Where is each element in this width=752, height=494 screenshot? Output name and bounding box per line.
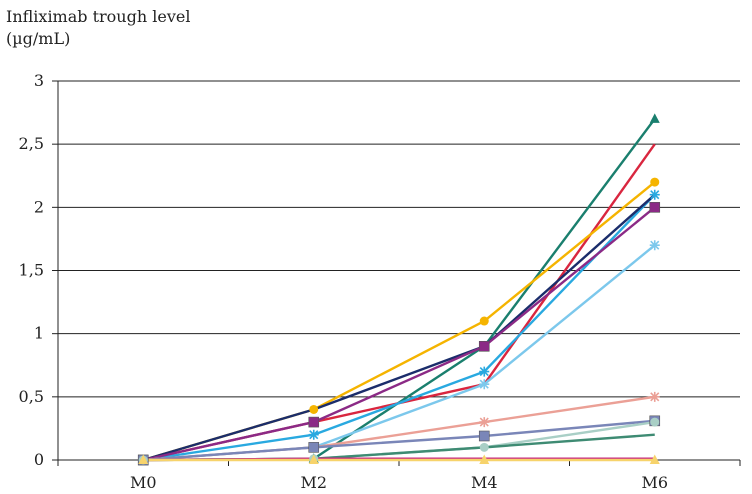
x-tick-label: M6 bbox=[641, 473, 668, 492]
y-tick-label: 3 bbox=[34, 71, 44, 90]
data-point bbox=[478, 340, 490, 352]
y-axis-title-line1: Infliximab trough level bbox=[6, 7, 191, 26]
y-tick-label: 0 bbox=[34, 450, 44, 469]
y-tick-label: 1,5 bbox=[19, 261, 44, 280]
data-point bbox=[479, 316, 489, 326]
series-line bbox=[142, 181, 656, 462]
data-point bbox=[308, 454, 319, 464]
data-point bbox=[650, 177, 660, 187]
x-tick-label: M2 bbox=[300, 473, 327, 492]
series-line bbox=[142, 143, 656, 462]
data-point bbox=[309, 404, 319, 414]
y-tick-label: 2 bbox=[34, 197, 44, 216]
data-point bbox=[479, 442, 489, 452]
series-line bbox=[142, 193, 656, 462]
x-tick-label: M0 bbox=[130, 473, 157, 492]
data-point bbox=[649, 113, 660, 123]
data-point bbox=[478, 430, 490, 442]
series-line bbox=[143, 193, 656, 462]
data-point bbox=[649, 454, 660, 464]
data-point bbox=[138, 454, 149, 464]
data-point bbox=[308, 429, 319, 440]
data-point bbox=[649, 240, 660, 251]
series-line bbox=[142, 206, 656, 462]
data-point bbox=[479, 379, 490, 390]
data-point bbox=[650, 417, 660, 427]
data-point bbox=[479, 417, 490, 428]
data-point bbox=[479, 454, 490, 464]
data-point bbox=[308, 416, 320, 428]
y-tick-label: 2,5 bbox=[19, 134, 44, 153]
data-point bbox=[479, 366, 490, 377]
y-tick-label: 1 bbox=[34, 324, 44, 343]
series-line bbox=[143, 433, 655, 462]
x-tick-label: M4 bbox=[471, 473, 498, 492]
y-axis-title: Infliximab trough level (µg/mL) bbox=[6, 6, 190, 50]
data-point bbox=[649, 189, 660, 200]
data-point bbox=[649, 202, 661, 213]
series-line bbox=[143, 419, 655, 462]
data-point bbox=[308, 442, 320, 453]
y-axis-title-line2: (µg/mL) bbox=[6, 29, 71, 48]
y-tick-label: 0,5 bbox=[19, 387, 44, 406]
data-point bbox=[649, 391, 660, 402]
